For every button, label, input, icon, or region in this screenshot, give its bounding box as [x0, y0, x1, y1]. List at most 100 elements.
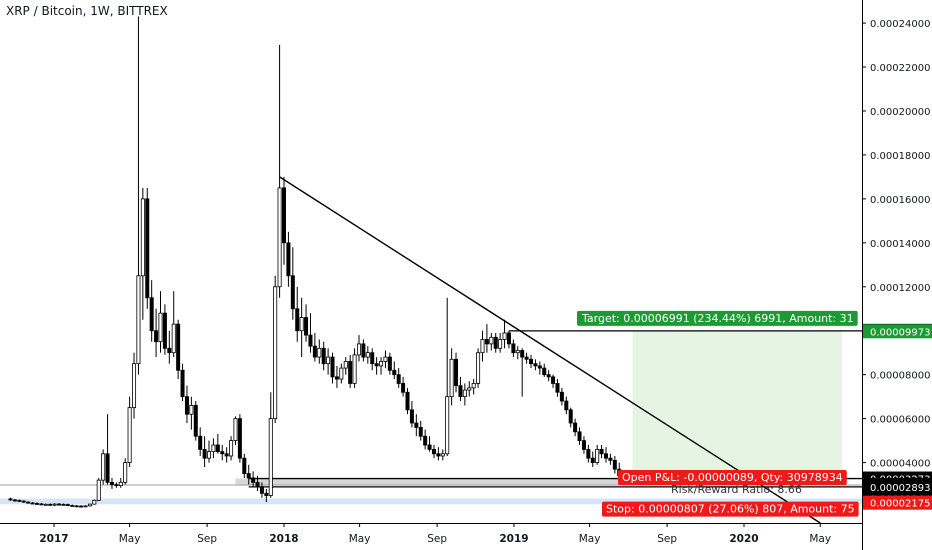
candle-body [449, 358, 454, 398]
candle-body [57, 503, 62, 506]
y-tick-label: 0.00022000 [870, 63, 930, 74]
target-zone [632, 330, 842, 485]
candle-body [123, 462, 128, 483]
candle-body [273, 286, 278, 420]
candle-body [184, 396, 189, 415]
gray-band [235, 478, 629, 485]
candle-body [370, 352, 375, 365]
candle-body [524, 356, 529, 360]
price-badge-label: 0.00009973 [870, 327, 930, 338]
y-tick-label: 0.00008000 [870, 371, 930, 382]
candle-body [308, 334, 313, 347]
y-tick-label: 0.00024000 [870, 19, 930, 30]
candle-body [215, 444, 220, 452]
candle-body [48, 503, 53, 506]
y-tick-label: 0.00020000 [870, 107, 930, 118]
candle-body [74, 505, 79, 508]
candle-body [502, 332, 507, 340]
price-axis-bg [862, 0, 932, 550]
candle-body [109, 481, 114, 485]
candle-body [445, 396, 450, 455]
candle-body [286, 242, 291, 277]
time-axis-bg [0, 523, 862, 550]
candle-body [162, 312, 167, 349]
candle-body [529, 358, 534, 365]
candle-body [577, 431, 582, 441]
candle-body [167, 347, 172, 354]
candle-body [176, 323, 181, 371]
candle-body [427, 444, 432, 450]
candle-body [295, 308, 300, 332]
candle-body [154, 330, 159, 343]
candle-body [242, 457, 247, 474]
candle-body [352, 354, 357, 384]
candle-body [299, 317, 304, 332]
candle-body [211, 444, 216, 452]
candle-body [383, 356, 388, 362]
candle-body [418, 427, 423, 437]
candle-body [87, 503, 92, 507]
candle-body [348, 361, 353, 384]
candle-body [79, 505, 84, 508]
candle-body [401, 383, 406, 393]
candle-body [21, 500, 26, 503]
candle-body [436, 453, 441, 457]
candle-body [83, 505, 88, 508]
candle-body [498, 339, 503, 349]
candle-body [555, 383, 560, 393]
candle-body [339, 367, 344, 380]
candle-body [489, 336, 494, 345]
candle-body [379, 361, 384, 367]
chart-title: XRP / Bitcoin, 1W, BITTREX [6, 4, 168, 18]
pnl-label: Open P&L: -0.00000089, Qty: 30978934 [618, 469, 847, 485]
y-tick-label: 0.00012000 [870, 283, 930, 294]
x-tick-label: 2019 [499, 533, 528, 545]
price-badge-label: 0.00002175 [870, 499, 930, 510]
candle-body [537, 365, 542, 369]
candle-body [546, 374, 551, 378]
candle-body [559, 391, 564, 402]
candle-body [229, 440, 234, 457]
candle-body [281, 187, 286, 244]
x-tick-label: May [809, 533, 831, 545]
candle-body [17, 499, 22, 502]
x-tick-label: 2020 [729, 533, 758, 545]
candle-body [581, 440, 586, 450]
candle-body [246, 473, 251, 479]
candles [8, 16, 626, 508]
candle-body [8, 498, 13, 501]
candle-body [237, 418, 242, 459]
candle-body [564, 400, 569, 411]
candle-body [171, 323, 176, 354]
pnl-label-bg [618, 469, 847, 485]
x-tick-label: 2017 [39, 533, 68, 545]
price-badge [863, 324, 932, 339]
price-axis: 0.00024000 0.00022000 0.00020000 0.00018000… [862, 0, 932, 550]
candle-body [542, 367, 547, 376]
x-tick-label: Sep [427, 533, 447, 545]
candle-body [145, 198, 150, 299]
candle-body [251, 477, 256, 483]
y-tick-label: 0.00016000 [870, 195, 930, 206]
candle-body [290, 275, 295, 310]
candle-body [268, 418, 273, 496]
candle-body [396, 374, 401, 384]
x-tick-label: Sep [197, 533, 217, 545]
candle-body [414, 422, 419, 428]
target-label-text: Target: 0.00006991 (234.44%) 6991, Amoun… [581, 312, 854, 325]
candle-body [330, 356, 335, 378]
candle-body [392, 369, 397, 376]
candle-body [551, 376, 556, 384]
candle-body [520, 350, 525, 358]
x-tick-label: Sep [657, 533, 677, 545]
candle-body [493, 336, 498, 349]
candle-body [61, 503, 66, 506]
candle-body [96, 479, 101, 501]
x-tick-label: May [579, 533, 601, 545]
candle-body [26, 501, 31, 504]
candle-body [149, 297, 154, 332]
support-band [0, 498, 862, 505]
target-label-bg [577, 310, 858, 326]
candle-body [356, 343, 361, 356]
